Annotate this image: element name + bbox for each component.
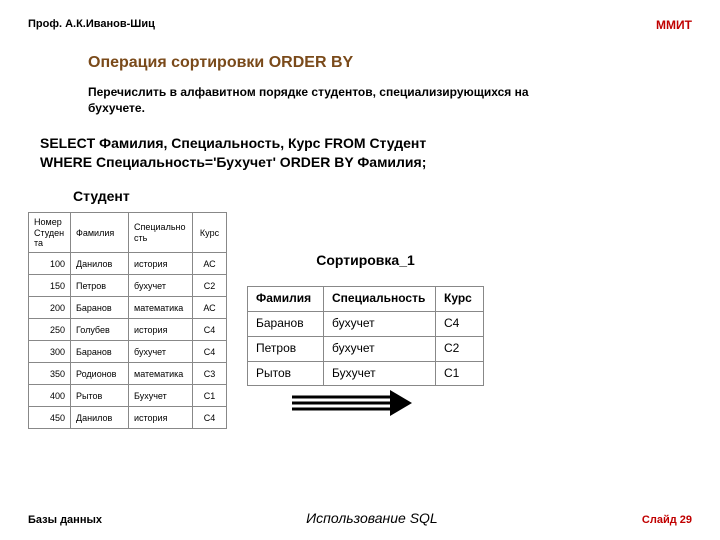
- table-cell: Рытов: [71, 385, 129, 407]
- table-cell: Родионов: [71, 363, 129, 385]
- table-row: 200БарановматематикаАС: [29, 297, 227, 319]
- table-cell: 150: [29, 275, 71, 297]
- table-row: БарановбухучетС4: [248, 311, 484, 336]
- col-header: Курс: [193, 213, 227, 253]
- slide-title: Операция сортировки ORDER BY: [88, 54, 692, 72]
- footer-title: Использование SQL: [306, 510, 438, 526]
- professor-name: Проф. А.К.Иванов-Шиц: [28, 18, 155, 30]
- student-table: Номер Студен та Фамилия Специально сть К…: [28, 212, 227, 429]
- table-cell: 100: [29, 253, 71, 275]
- col-header: Специальность: [324, 287, 436, 312]
- table-cell: 350: [29, 363, 71, 385]
- table-cell: история: [129, 407, 193, 429]
- sorted-table: Фамилия Специальность Курс Барановбухуче…: [247, 286, 484, 386]
- table-cell: С3: [193, 363, 227, 385]
- footer-left: Базы данных: [28, 514, 102, 526]
- sql-line-1: SELECT Фамилия, Специальность, Курс FROM…: [40, 135, 426, 151]
- table-row: 100ДаниловисторияАС: [29, 253, 227, 275]
- subtitle-line-2: бухучете.: [88, 101, 145, 115]
- table-cell: С2: [436, 336, 484, 361]
- arrow-icon: [292, 390, 412, 416]
- table-cell: Данилов: [71, 407, 129, 429]
- table-cell: бухучет: [129, 341, 193, 363]
- table-header-row: Фамилия Специальность Курс: [248, 287, 484, 312]
- table-cell: АС: [193, 253, 227, 275]
- slide-number: Слайд 29: [642, 514, 692, 526]
- col-header: Фамилия: [248, 287, 324, 312]
- table-row: 450ДаниловисторияС4: [29, 407, 227, 429]
- table-cell: бухучет: [129, 275, 193, 297]
- table-cell: бухучет: [324, 311, 436, 336]
- table-cell: 250: [29, 319, 71, 341]
- right-table-caption: Сортировка_1: [247, 252, 484, 268]
- sql-query: SELECT Фамилия, Специальность, Курс FROM…: [40, 134, 692, 172]
- table-cell: С4: [193, 341, 227, 363]
- table-cell: С2: [193, 275, 227, 297]
- table-cell: АС: [193, 297, 227, 319]
- col-header: Номер Студен та: [29, 213, 71, 253]
- subtitle-line-1: Перечислить в алфавитном порядке студент…: [88, 85, 529, 99]
- table-row: 150ПетровбухучетС2: [29, 275, 227, 297]
- table-row: 400РытовБухучетС1: [29, 385, 227, 407]
- table-cell: Бухучет: [129, 385, 193, 407]
- org-logo: ММИТ: [656, 18, 692, 32]
- table-cell: Бухучет: [324, 361, 436, 386]
- table-cell: С1: [193, 385, 227, 407]
- sql-line-2: WHERE Специальность='Бухучет' ORDER BY Ф…: [40, 154, 426, 170]
- table-cell: С1: [436, 361, 484, 386]
- table-row: 250ГолубевисторияС4: [29, 319, 227, 341]
- col-header: Фамилия: [71, 213, 129, 253]
- table-cell: Данилов: [71, 253, 129, 275]
- col-header: Специально сть: [129, 213, 193, 253]
- table-row: 350РодионовматематикаС3: [29, 363, 227, 385]
- table-cell: Рытов: [248, 361, 324, 386]
- table-cell: Петров: [248, 336, 324, 361]
- table-cell: С4: [193, 319, 227, 341]
- table-row: 300БарановбухучетС4: [29, 341, 227, 363]
- table-cell: Баранов: [71, 297, 129, 319]
- slide-subtitle: Перечислить в алфавитном порядке студент…: [88, 84, 692, 116]
- left-table-caption: Студент: [73, 188, 692, 204]
- table-cell: история: [129, 253, 193, 275]
- table-row: РытовБухучетС1: [248, 361, 484, 386]
- table-cell: 450: [29, 407, 71, 429]
- table-cell: Баранов: [71, 341, 129, 363]
- table-cell: математика: [129, 363, 193, 385]
- table-cell: 200: [29, 297, 71, 319]
- table-cell: Баранов: [248, 311, 324, 336]
- table-cell: 400: [29, 385, 71, 407]
- table-cell: математика: [129, 297, 193, 319]
- table-header-row: Номер Студен та Фамилия Специально сть К…: [29, 213, 227, 253]
- table-cell: С4: [193, 407, 227, 429]
- table-row: ПетровбухучетС2: [248, 336, 484, 361]
- table-cell: С4: [436, 311, 484, 336]
- table-cell: бухучет: [324, 336, 436, 361]
- table-cell: история: [129, 319, 193, 341]
- col-header: Курс: [436, 287, 484, 312]
- table-cell: Петров: [71, 275, 129, 297]
- table-cell: 300: [29, 341, 71, 363]
- table-cell: Голубев: [71, 319, 129, 341]
